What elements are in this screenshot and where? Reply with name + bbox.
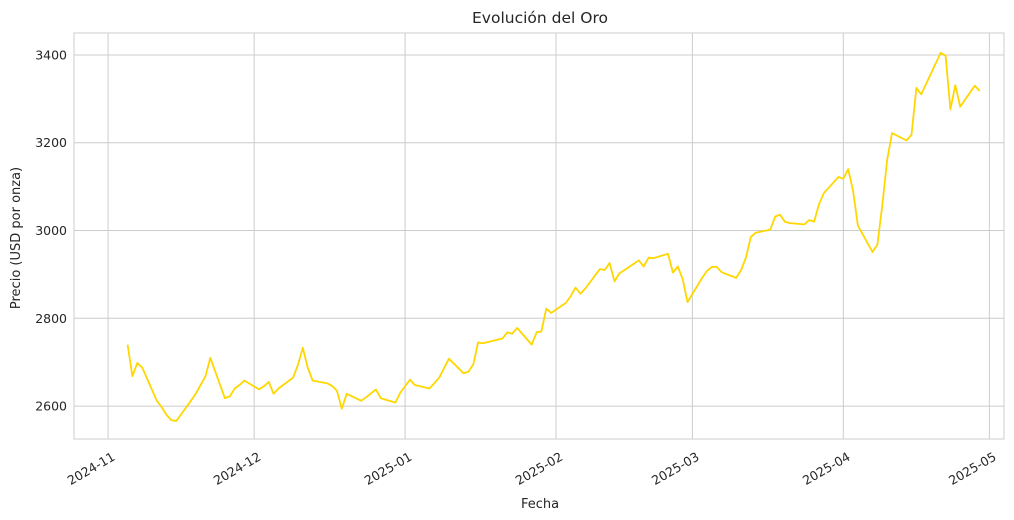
y-tick-label: 3000 — [35, 223, 67, 238]
y-tick-label: 2600 — [35, 399, 67, 414]
y-tick-label: 2800 — [35, 311, 67, 326]
vertical-gridlines — [107, 33, 990, 439]
x-axis-title: Fecha — [521, 497, 559, 512]
y-axis-title: Precio (USD por onza) — [9, 167, 24, 309]
y-tick-label: 3200 — [35, 135, 67, 150]
plot-frame — [73, 32, 1005, 440]
chart-title: Evolución del Oro — [472, 9, 608, 27]
y-axis-tick-labels: 2600 2800 3000 3200 3400 — [35, 47, 67, 413]
y-tick-label: 3400 — [35, 47, 67, 62]
horizontal-gridlines — [74, 54, 1004, 407]
price-series-line — [126, 51, 981, 422]
